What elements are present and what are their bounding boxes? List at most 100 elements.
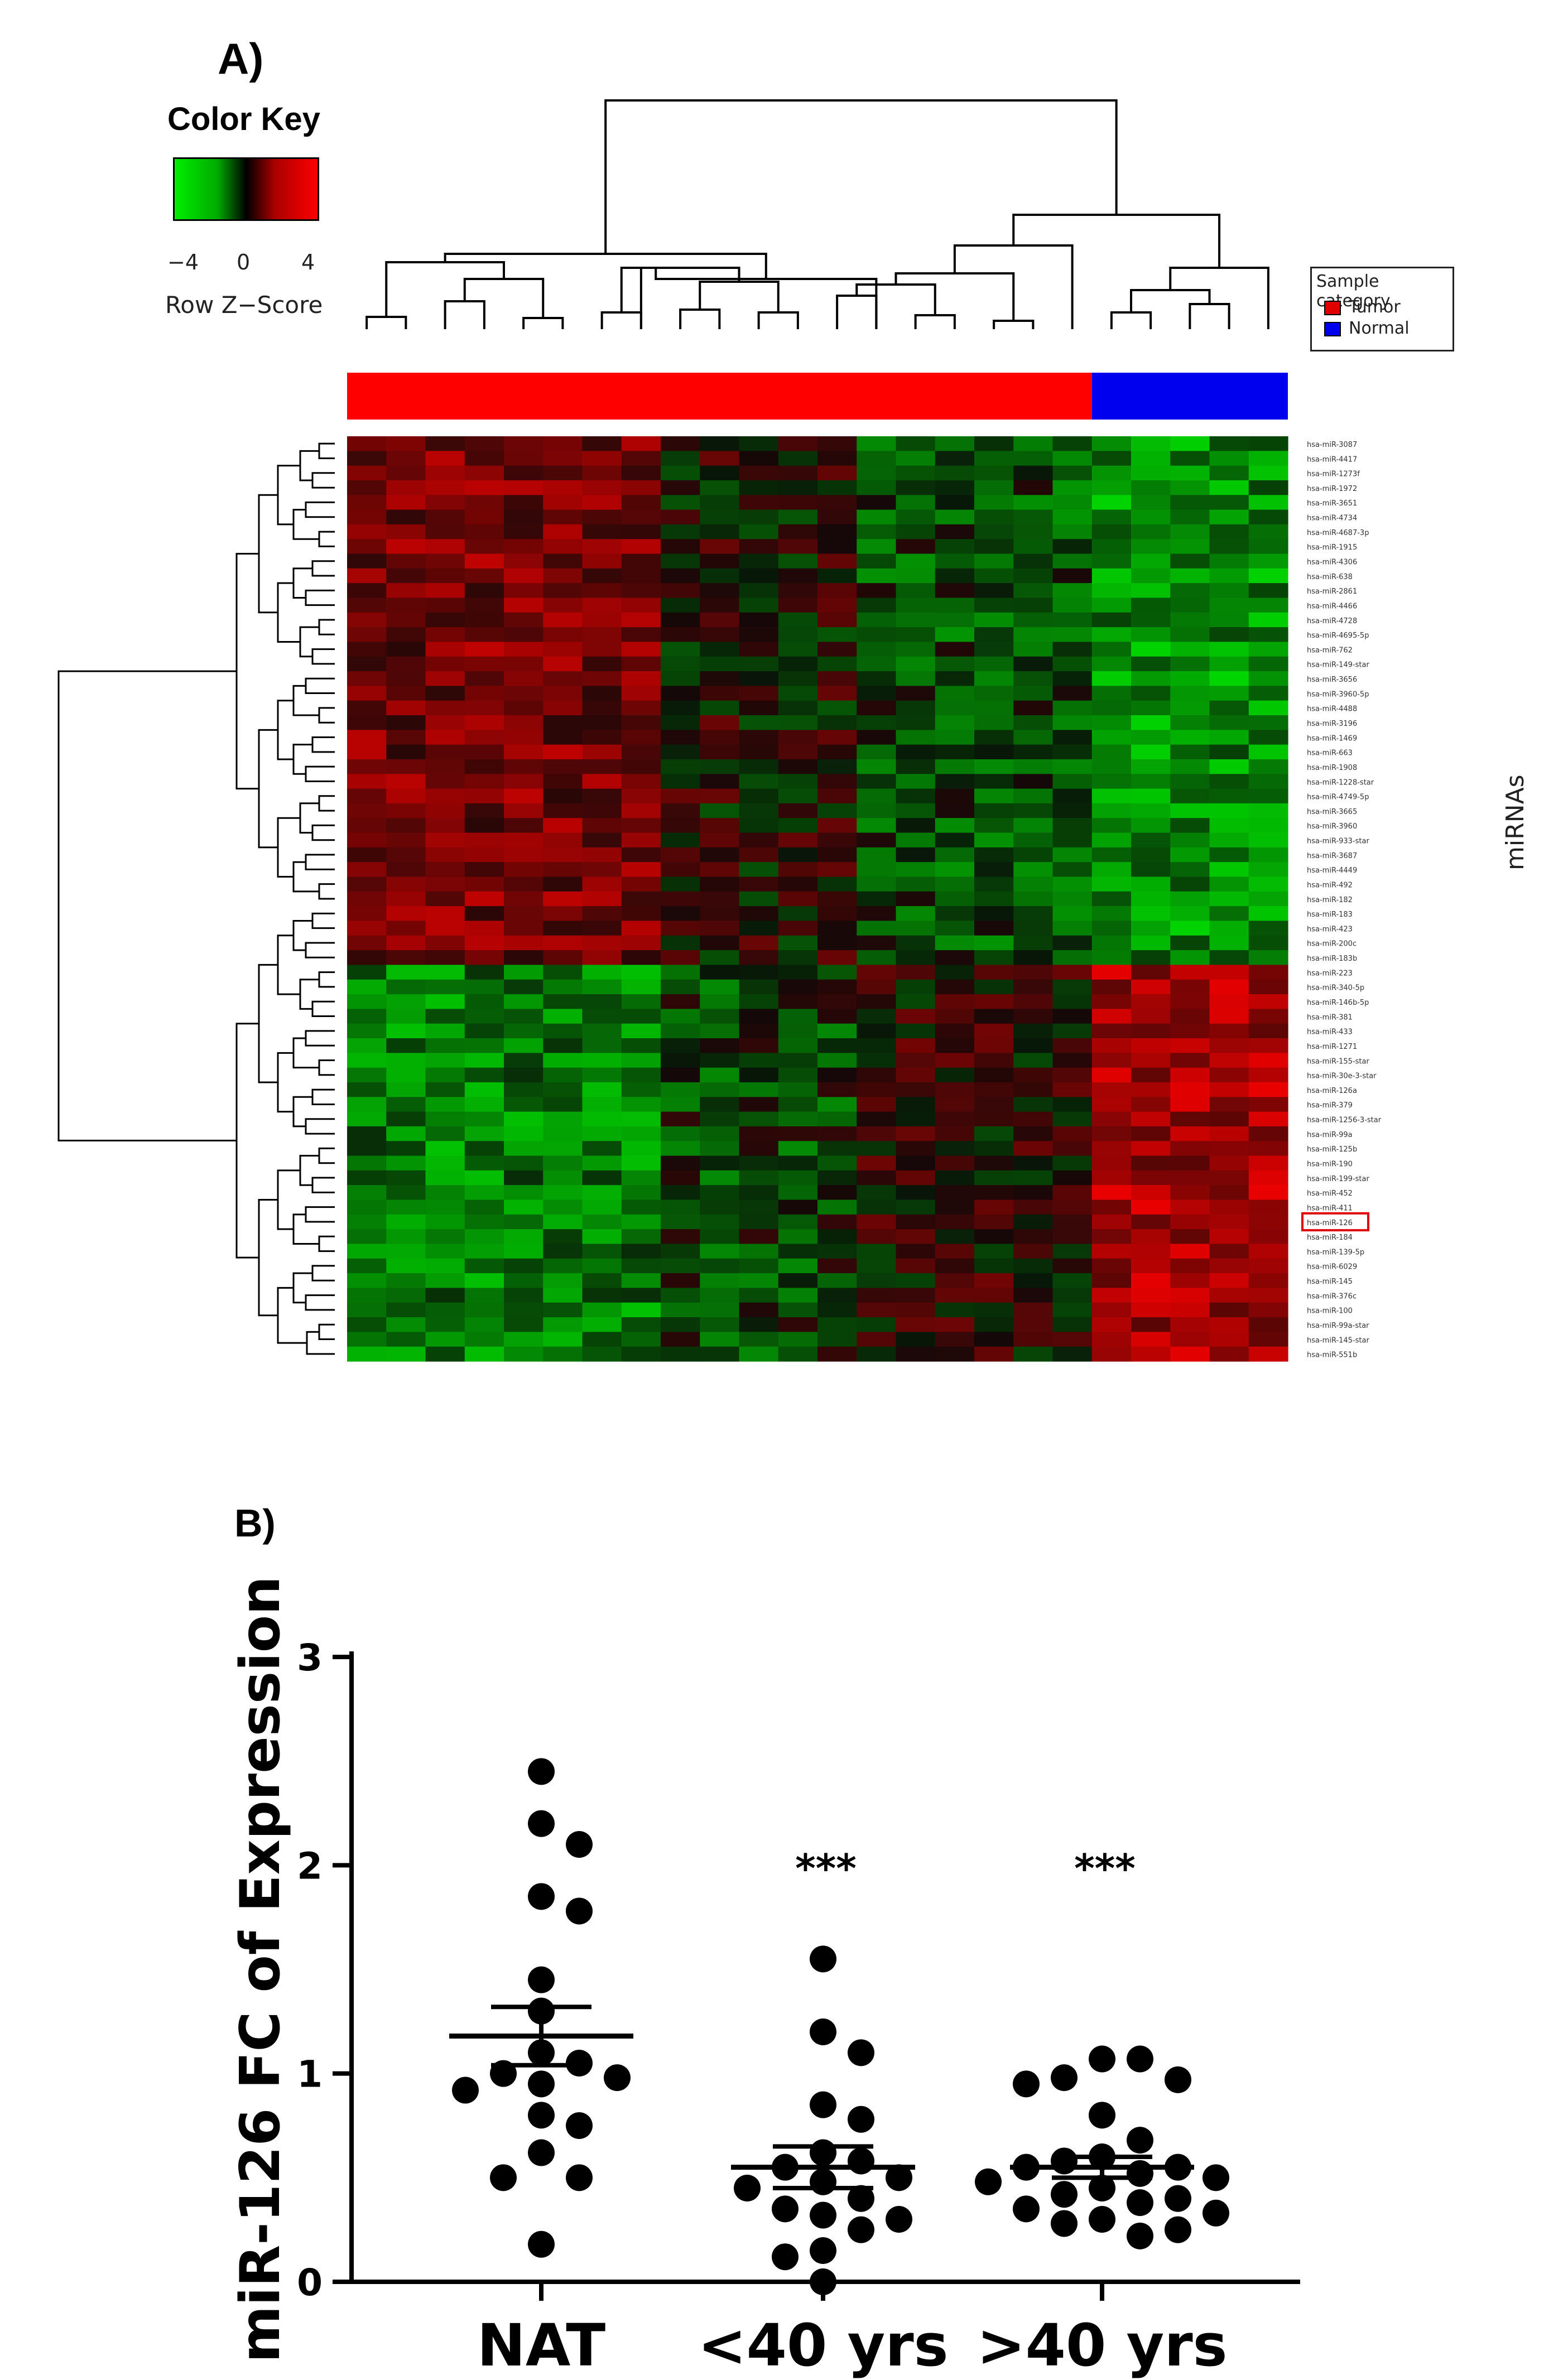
heatmap-cell — [700, 480, 740, 495]
heatmap-cell — [543, 700, 583, 716]
heatmap-cell — [1248, 436, 1288, 451]
heatmap-cell — [1209, 965, 1249, 980]
dendrogram-link — [639, 267, 740, 329]
heatmap-cell — [425, 1317, 465, 1332]
data-point — [452, 2077, 479, 2104]
heatmap-cell — [425, 862, 465, 878]
legend-item-normal: Normal — [1324, 319, 1410, 338]
heatmap-cell — [1131, 921, 1171, 936]
heatmap-cell — [1248, 495, 1288, 510]
heatmap-cell — [896, 788, 936, 804]
heatmap-cell — [1131, 979, 1171, 995]
heatmap-cell — [896, 480, 936, 495]
heatmap-cell — [778, 950, 818, 966]
heatmap-cell — [817, 1155, 857, 1171]
heatmap-cell — [621, 818, 661, 834]
heatmap-cell — [1248, 465, 1288, 481]
heatmap-cell — [543, 1126, 583, 1141]
heatmap-cell — [778, 891, 818, 907]
heatmap-cell — [582, 832, 622, 848]
heatmap-cell — [935, 847, 975, 863]
heatmap-cell — [935, 480, 975, 495]
heatmap-cell — [621, 1199, 661, 1215]
heatmap-cell — [1209, 1023, 1249, 1039]
heatmap-cell — [661, 480, 700, 495]
heatmap-cell — [543, 671, 583, 686]
heatmap-cell — [778, 1317, 818, 1332]
heatmap-cell — [1052, 627, 1093, 643]
heatmap-cell — [778, 451, 818, 466]
heatmap-cell — [896, 891, 936, 907]
heatmap-cell — [621, 950, 661, 966]
heatmap-cell — [504, 1067, 543, 1083]
heatmap-cell — [1170, 1111, 1210, 1127]
heatmap-cell — [621, 1009, 661, 1024]
significance-label: *** — [1074, 1846, 1136, 1891]
heatmap-cell — [817, 686, 857, 701]
heatmap-cell — [386, 612, 426, 628]
heatmap-cell — [778, 1346, 818, 1362]
heatmap-cell — [464, 553, 504, 569]
heatmap-cell — [582, 1317, 622, 1332]
heatmap-cell — [778, 539, 818, 555]
heatmap-cell — [974, 686, 1014, 701]
heatmap-cell — [896, 1346, 936, 1362]
heatmap-cell — [1209, 1199, 1249, 1215]
heatmap-cell — [817, 788, 857, 804]
heatmap-cell — [464, 906, 504, 922]
row-label: hsa-miR-3960-5p — [1307, 690, 1369, 698]
heatmap-cell — [386, 1229, 426, 1245]
heatmap-cell — [974, 1199, 1014, 1215]
heatmap-cell — [661, 436, 700, 451]
heatmap-cell — [935, 509, 975, 525]
heatmap-cell — [504, 656, 543, 672]
heatmap-cell — [464, 612, 504, 628]
heatmap-cell — [504, 583, 543, 599]
heatmap-cell — [425, 788, 465, 804]
heatmap-cell — [1013, 1244, 1054, 1259]
heatmap-cell — [621, 671, 661, 686]
heatmap-cell — [347, 1288, 387, 1303]
heatmap-cell — [817, 715, 857, 730]
heatmap-cell — [896, 715, 936, 730]
heatmap-cell — [504, 1302, 543, 1318]
heatmap-cell — [661, 1346, 700, 1362]
heatmap-cell — [1248, 642, 1288, 657]
heatmap-cell — [700, 1141, 740, 1157]
heatmap-cell — [504, 1332, 543, 1347]
heatmap-cell — [896, 1023, 936, 1039]
heatmap-cell — [386, 598, 426, 613]
heatmap-cell — [621, 480, 661, 495]
heatmap-cell — [739, 935, 779, 951]
heatmap-cell — [700, 1258, 740, 1274]
heatmap-cell — [347, 1229, 387, 1245]
row-label: hsa-miR-1908 — [1307, 764, 1357, 772]
heatmap-cell — [1209, 759, 1249, 774]
heatmap-cell — [582, 774, 622, 789]
heatmap-cell — [621, 465, 661, 481]
heatmap-cell — [1209, 1111, 1249, 1127]
heatmap-cell — [1170, 921, 1210, 936]
x-tick-label: >40 yrs — [977, 2311, 1227, 2379]
heatmap-cell — [1131, 1288, 1171, 1303]
heatmap-cell — [425, 451, 465, 466]
heatmap-cell — [817, 700, 857, 716]
heatmap-cell — [582, 495, 622, 510]
heatmap-cell — [1013, 612, 1054, 628]
heatmap-cell — [1170, 656, 1210, 672]
heatmap-cell — [817, 950, 857, 966]
heatmap-cell — [347, 524, 387, 539]
heatmap-cell — [896, 451, 936, 466]
heatmap-cell — [425, 759, 465, 774]
heatmap-cell — [1052, 715, 1093, 730]
row-label: hsa-miR-381 — [1307, 1013, 1353, 1022]
heatmap-cell — [1170, 1229, 1210, 1245]
heatmap-cell — [661, 715, 700, 730]
heatmap-cell — [1013, 465, 1054, 481]
y-tick-label: 1 — [297, 2053, 323, 2096]
heatmap-cell — [1131, 803, 1171, 818]
heatmap-cell — [857, 509, 897, 525]
heatmap-cell — [582, 950, 622, 966]
heatmap-cell — [896, 1214, 936, 1230]
heatmap-cell — [1091, 1332, 1132, 1347]
